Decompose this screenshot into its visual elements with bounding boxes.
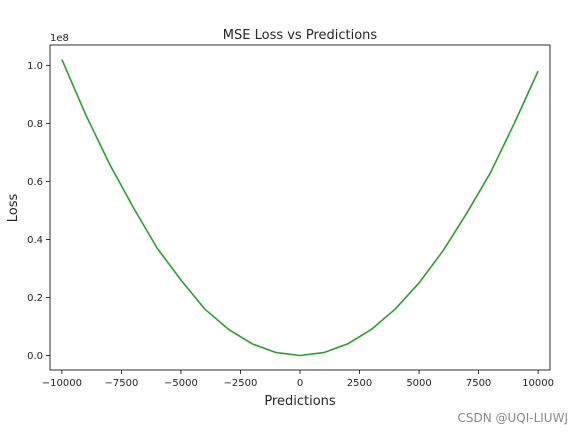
loss-series-line <box>61 59 539 357</box>
x-tick-label: −10000 <box>42 378 82 389</box>
x-tick-label: −7500 <box>105 378 139 389</box>
x-tick-label: 0 <box>297 378 303 389</box>
y-offset-label: 1e8 <box>50 33 69 44</box>
y-tick-label: 0.8 <box>27 119 43 130</box>
series-layer <box>61 59 539 357</box>
x-tick-label: 5000 <box>406 378 431 389</box>
y-axis-label: Loss <box>6 194 21 223</box>
plot-frame <box>49 44 551 371</box>
x-tick-label: −5000 <box>164 378 198 389</box>
x-tick-label: 2500 <box>347 378 372 389</box>
x-axis-ticks: −10000 −7500 −5000 −2500 0 2500 5000 7500 10000 <box>42 370 554 389</box>
y-tick-label: 1.0 <box>27 61 43 72</box>
watermark: CSDN @UQI-LIUWJ <box>457 411 568 425</box>
x-tick-label: 10000 <box>522 378 554 389</box>
plot-area <box>50 45 550 370</box>
y-tick-label: 0.4 <box>27 235 43 246</box>
y-tick-label: 0.0 <box>27 351 43 362</box>
x-axis-label: Predictions <box>264 394 336 409</box>
chart-title: MSE Loss vs Predictions <box>223 28 378 43</box>
y-tick-label: 0.2 <box>27 293 43 304</box>
y-axis-ticks: 0.0 0.2 0.4 0.6 0.8 1.0 <box>27 61 50 362</box>
y-tick-label: 0.6 <box>27 177 43 188</box>
x-tick-label: −2500 <box>224 378 258 389</box>
x-tick-label: 7500 <box>466 378 491 389</box>
